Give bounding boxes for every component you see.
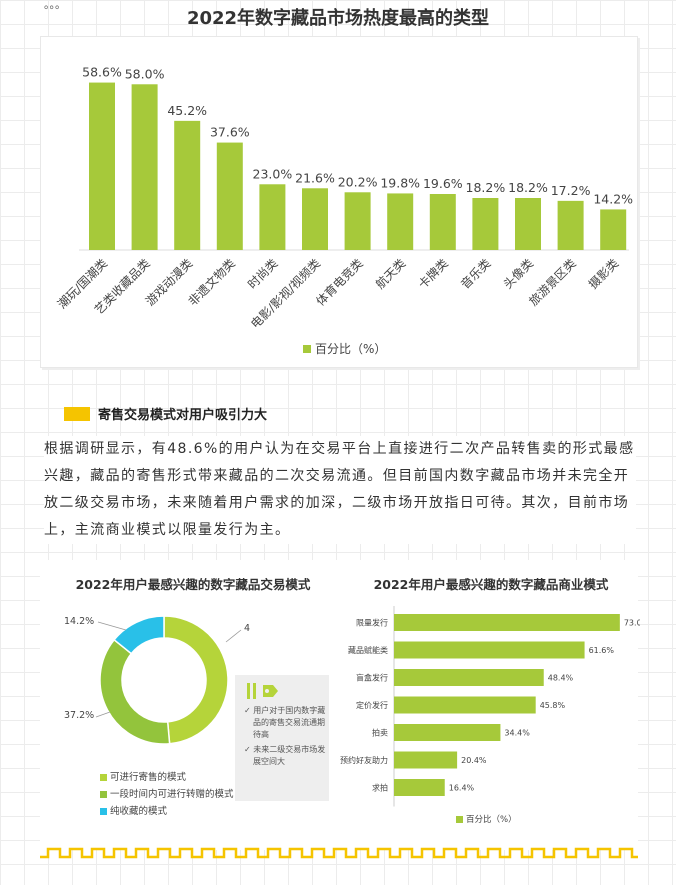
pie-legend-item: 一段时间内可进行转赠的模式 [100, 786, 234, 803]
decorative-border [40, 847, 638, 859]
bar [429, 194, 456, 250]
bar [472, 198, 499, 250]
leader-line [97, 621, 127, 631]
hbar [394, 641, 585, 659]
top-chart-title: 2022年数字藏品市场热度最高的类型 [186, 8, 490, 29]
bottom-charts-panel [40, 560, 638, 850]
donut-slice [113, 615, 165, 655]
hbar [394, 779, 445, 796]
hbar-value-label: 48.4% [548, 674, 574, 683]
slice-value-label: 48.6% [244, 623, 250, 634]
bar-value-label: 37.6% [210, 125, 250, 140]
hbar-category-label: 预约好友助力 [340, 755, 388, 765]
bar [131, 84, 158, 251]
bar-value-label: 19.6% [423, 176, 463, 191]
category-label: 卡牌类 [416, 256, 451, 291]
hbar-value-label: 73.0% [624, 619, 640, 628]
bar [216, 142, 243, 250]
bar-chart-title: 2022年用户最感兴趣的数字藏品商业模式 [373, 577, 609, 592]
category-label: 头像类 [501, 256, 536, 291]
legend-swatch [303, 345, 311, 353]
category-label: 体育电竞类 [313, 256, 366, 309]
hbar-category-label: 限量发行 [356, 618, 388, 628]
legend-label: 百分比（%） [315, 342, 386, 356]
bar-value-label: 17.2% [551, 183, 591, 198]
pie-chart-title: 2022年用户最感兴趣的数字藏品交易模式 [75, 577, 311, 592]
bar [387, 193, 414, 250]
hbar [394, 696, 536, 714]
bar-value-label: 23.0% [253, 166, 293, 181]
donut-slice [99, 638, 171, 745]
hbar [394, 614, 620, 631]
hbar-category-label: 求拍 [372, 783, 388, 793]
bar-value-label: 20.2% [338, 174, 378, 189]
bar [515, 198, 541, 250]
section-heading: 寄售交易模式对用户吸引力大 [64, 404, 267, 423]
section-paragraph: 根据调研显示，有48.6%的用户认为在交易平台上直接进行二次产品转售卖的形式最感… [44, 436, 636, 544]
bar [174, 120, 201, 250]
hbar-value-label: 20.4% [461, 756, 487, 765]
pie-legend-item: 可进行寄售的模式 [100, 769, 234, 786]
leader-line [95, 711, 111, 718]
bar-value-label: 45.2% [167, 103, 207, 118]
hbar [394, 669, 544, 686]
corner-logo-text: 。。。 [44, 0, 66, 11]
bar-value-label: 14.2% [593, 191, 633, 206]
hbar-category-label: 定价发行 [356, 700, 388, 710]
category-label: 非遗文物类 [185, 256, 238, 309]
pie-legend-item: 纯收藏的模式 [100, 803, 234, 820]
note-line-2: ✓ 未来二级交易市场发展空间大 [244, 745, 326, 766]
bar-value-label: 58.0% [125, 66, 165, 81]
section-heading-text: 寄售交易模式对用户吸引力大 [98, 408, 268, 423]
hbar-value-label: 61.6% [589, 646, 615, 655]
hbar-value-label: 34.4% [504, 729, 530, 738]
hbar-category-label: 藏品赋能类 [348, 645, 388, 655]
pen-tag-icon [247, 683, 278, 699]
category-label: 航天类 [372, 256, 408, 292]
horizontal-bar-chart: 限量发行 73.0% 藏品赋能类 61.6% 盲盒发行 48.4% 定价发行 45.8% 拍卖 3… [340, 606, 640, 807]
top-chart-panel: 58.6% 潮玩/国潮类 58.0% 艺类收藏品类 45.2% 游戏动漫类 37.6% 非遗文… [40, 36, 638, 368]
donut-slice [163, 615, 229, 745]
category-label: 摄影类 [585, 256, 621, 292]
leader-line [225, 629, 242, 643]
pie-chart: 48.6% 37.2% 14.2% [64, 615, 250, 745]
pie-legend: 可进行寄售的模式 一段时间内可进行转赠的模式 纯收藏的模式 [100, 769, 234, 820]
bar-value-label: 18.2% [466, 180, 506, 195]
bar [600, 209, 627, 250]
pie-note-box: ✓ 用户对于国内数字藏品的寄售交易流通期待高 ✓ 未来二级交易市场发展空间大 [235, 675, 329, 801]
category-label: 旅游景区类 [526, 256, 578, 308]
top-bar-chart: 58.6%潮玩/国潮类58.0%艺类收藏品类45.2%游戏动漫类37.6%非遗文… [54, 65, 633, 356]
category-label: 时尚类 [245, 256, 280, 291]
bar-value-label: 18.2% [508, 180, 548, 195]
slice-value-label: 37.2% [64, 710, 94, 721]
slice-value-label: 14.2% [64, 616, 94, 627]
hbar-value-label: 16.4% [449, 784, 475, 793]
bar [89, 82, 115, 250]
bar-legend: 百分比（%） [456, 813, 517, 825]
hbar [394, 751, 458, 769]
bar [557, 200, 584, 250]
hbar-category-label: 拍卖 [372, 728, 388, 738]
bar [302, 188, 328, 250]
hbar [394, 724, 501, 741]
note-line-1: ✓ 用户对于国内数字藏品的寄售交易流通期待高 [244, 706, 326, 739]
bar-value-label: 21.6% [295, 170, 335, 185]
bar-value-label: 58.6% [82, 65, 122, 80]
hbar-value-label: 45.8% [540, 701, 566, 710]
hbar-category-label: 盲盒发行 [356, 673, 388, 683]
section-marker [64, 406, 90, 421]
bar [344, 192, 371, 250]
category-label: 音乐类 [457, 256, 493, 292]
bar [259, 184, 286, 250]
bar-value-label: 19.8% [380, 175, 420, 190]
